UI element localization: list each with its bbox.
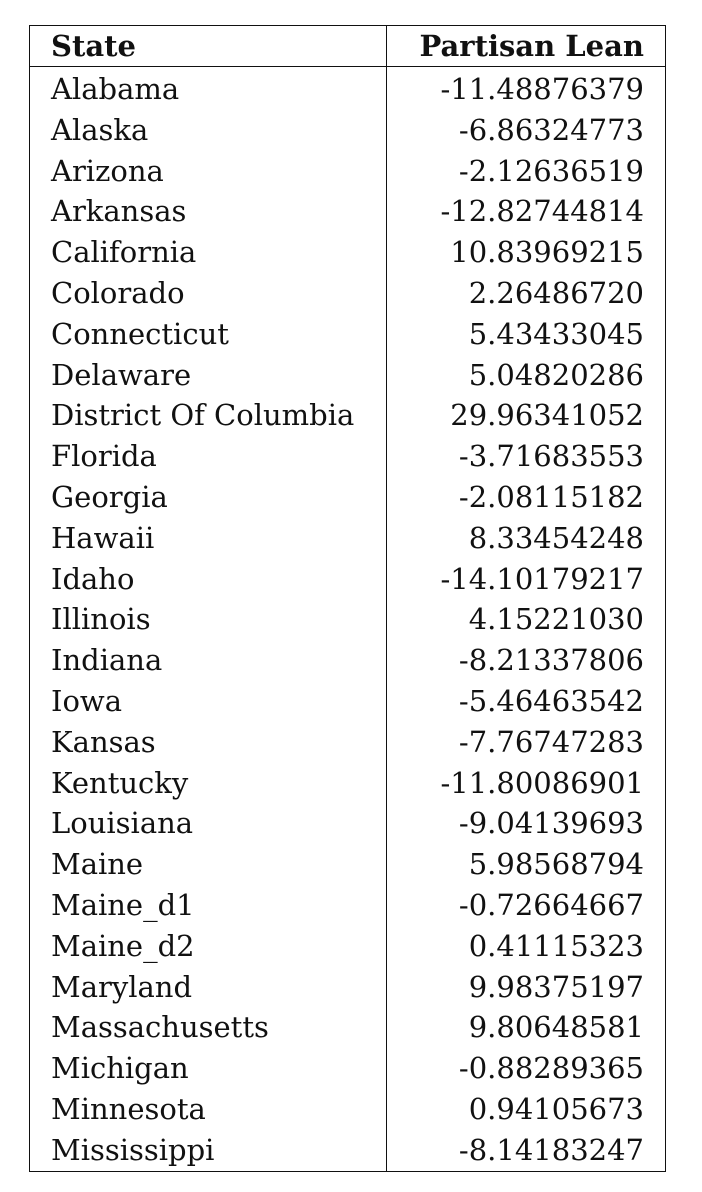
state-cell: Kentucky bbox=[29, 762, 387, 804]
state-cell: Mississippi bbox=[29, 1129, 387, 1172]
lean-cell: -11.48876379 bbox=[386, 66, 666, 110]
state-cell: Illinois bbox=[29, 599, 387, 641]
table-row: Kentucky -11.80086901 bbox=[29, 762, 666, 804]
partisan-lean-table: State Partisan Lean Alabama -11.48876379 … bbox=[29, 25, 666, 1172]
lean-cell: 0.41115323 bbox=[386, 925, 666, 967]
lean-cell: 5.43433045 bbox=[386, 313, 666, 355]
lean-cell: -2.08115182 bbox=[386, 476, 666, 518]
state-cell: Delaware bbox=[29, 354, 387, 396]
state-cell: Alabama bbox=[29, 66, 387, 110]
state-cell: Indiana bbox=[29, 640, 387, 681]
state-cell: Maryland bbox=[29, 966, 387, 1008]
state-cell: Minnesota bbox=[29, 1088, 387, 1130]
lean-cell: 10.83969215 bbox=[386, 232, 666, 273]
table-row: Maine 5.98568794 bbox=[29, 844, 666, 885]
state-cell: Michigan bbox=[29, 1048, 387, 1089]
table-row: Arkansas -12.82744814 bbox=[29, 191, 666, 233]
state-cell: Iowa bbox=[29, 680, 387, 722]
state-cell: California bbox=[29, 232, 387, 273]
table-row: Mississippi -8.14183247 bbox=[29, 1129, 666, 1172]
table-row: District Of Columbia 29.96341052 bbox=[29, 395, 666, 437]
state-cell: Kansas bbox=[29, 721, 387, 763]
table-row: Arizona -2.12636519 bbox=[29, 150, 666, 192]
table-row: Iowa -5.46463542 bbox=[29, 680, 666, 722]
lean-cell: -2.12636519 bbox=[386, 150, 666, 192]
state-cell: Maine bbox=[29, 844, 387, 885]
lean-cell: 2.26486720 bbox=[386, 272, 666, 314]
table-row: Kansas -7.76747283 bbox=[29, 721, 666, 763]
table-row: Maine_d1 -0.72664667 bbox=[29, 884, 666, 926]
lean-cell: -0.88289365 bbox=[386, 1048, 666, 1089]
table-row: Idaho -14.10179217 bbox=[29, 558, 666, 600]
lean-cell: -3.71683553 bbox=[386, 436, 666, 477]
state-cell: Arkansas bbox=[29, 191, 387, 233]
table-row: Indiana -8.21337806 bbox=[29, 640, 666, 681]
table-row: Alaska -6.86324773 bbox=[29, 109, 666, 151]
table-row: Delaware 5.04820286 bbox=[29, 354, 666, 396]
lean-cell: -8.14183247 bbox=[386, 1129, 666, 1172]
state-cell: Maine_d1 bbox=[29, 884, 387, 926]
lean-cell: 29.96341052 bbox=[386, 395, 666, 437]
state-cell: Massachusetts bbox=[29, 1007, 387, 1049]
lean-cell: 9.80648581 bbox=[386, 1007, 666, 1049]
state-cell: Arizona bbox=[29, 150, 387, 192]
table-row: Georgia -2.08115182 bbox=[29, 476, 666, 518]
table-row: Colorado 2.26486720 bbox=[29, 272, 666, 314]
state-cell: District Of Columbia bbox=[29, 395, 387, 437]
lean-cell: -0.72664667 bbox=[386, 884, 666, 926]
lean-cell: 4.15221030 bbox=[386, 599, 666, 641]
table-container: State Partisan Lean Alabama -11.48876379 … bbox=[29, 25, 666, 1172]
table-row: Michigan -0.88289365 bbox=[29, 1048, 666, 1089]
table-row: California 10.83969215 bbox=[29, 232, 666, 273]
header-state: State bbox=[29, 25, 387, 67]
lean-cell: -7.76747283 bbox=[386, 721, 666, 763]
lean-cell: -8.21337806 bbox=[386, 640, 666, 681]
lean-cell: 9.98375197 bbox=[386, 966, 666, 1008]
state-cell: Colorado bbox=[29, 272, 387, 314]
state-cell: Florida bbox=[29, 436, 387, 477]
state-cell: Louisiana bbox=[29, 803, 387, 845]
state-cell: Alaska bbox=[29, 109, 387, 151]
lean-cell: 5.04820286 bbox=[386, 354, 666, 396]
table-row: Florida -3.71683553 bbox=[29, 436, 666, 477]
lean-cell: -6.86324773 bbox=[386, 109, 666, 151]
table-row: Maryland 9.98375197 bbox=[29, 966, 666, 1008]
table-row: Hawaii 8.33454248 bbox=[29, 517, 666, 559]
state-cell: Maine_d2 bbox=[29, 925, 387, 967]
table-row: Minnesota 0.94105673 bbox=[29, 1088, 666, 1130]
state-cell: Hawaii bbox=[29, 517, 387, 559]
lean-cell: 5.98568794 bbox=[386, 844, 666, 885]
state-cell: Georgia bbox=[29, 476, 387, 518]
lean-cell: -5.46463542 bbox=[386, 680, 666, 722]
state-cell: Connecticut bbox=[29, 313, 387, 355]
table-row: Illinois 4.15221030 bbox=[29, 599, 666, 641]
table-row: Connecticut 5.43433045 bbox=[29, 313, 666, 355]
header-row: State Partisan Lean bbox=[29, 25, 666, 67]
table-row: Massachusetts 9.80648581 bbox=[29, 1007, 666, 1049]
lean-cell: -14.10179217 bbox=[386, 558, 666, 600]
lean-cell: 0.94105673 bbox=[386, 1088, 666, 1130]
table-row: Louisiana -9.04139693 bbox=[29, 803, 666, 845]
lean-cell: 8.33454248 bbox=[386, 517, 666, 559]
table-row: Alabama -11.48876379 bbox=[29, 66, 666, 110]
lean-cell: -9.04139693 bbox=[386, 803, 666, 845]
table-row: Maine_d2 0.41115323 bbox=[29, 925, 666, 967]
lean-cell: -11.80086901 bbox=[386, 762, 666, 804]
state-cell: Idaho bbox=[29, 558, 387, 600]
header-partisan-lean: Partisan Lean bbox=[386, 25, 666, 67]
lean-cell: -12.82744814 bbox=[386, 191, 666, 233]
